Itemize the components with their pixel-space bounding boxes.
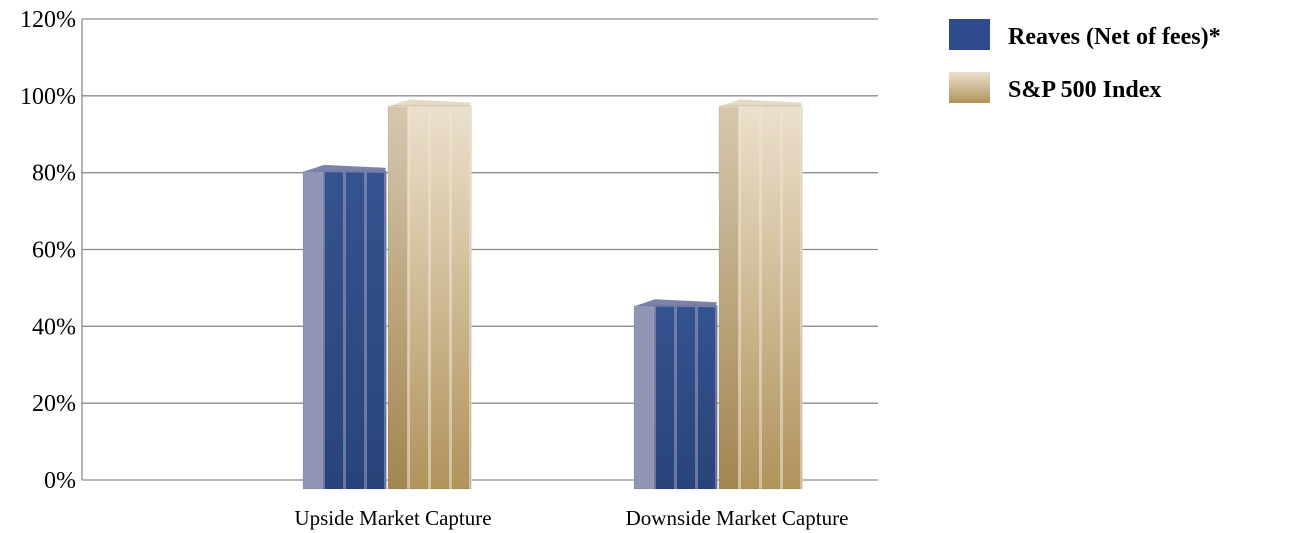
y-tick-label: 60%	[32, 238, 76, 264]
legend: Reaves (Net of fees)* S&P 500 Index	[949, 19, 1221, 103]
legend-swatch	[949, 19, 990, 50]
legend-label: Reaves (Net of fees)*	[1008, 24, 1221, 50]
legend-swatch	[949, 72, 990, 103]
bar-reaves-downside	[633, 299, 718, 490]
legend-label: S&P 500 Index	[1008, 77, 1161, 103]
y-tick-label: 120%	[20, 7, 76, 33]
y-tick-label: 100%	[20, 84, 76, 110]
y-tick-label: 0%	[44, 468, 76, 494]
bar-sp500-downside	[718, 99, 803, 490]
gridlines	[81, 18, 878, 481]
x-category-label: Upside Market Capture	[294, 506, 491, 530]
y-tick-label: 80%	[32, 161, 76, 187]
y-tick-label: 40%	[32, 314, 76, 340]
bar-sp500-upside	[387, 99, 472, 490]
x-axis-categories: Upside Market Capture Downside Market Cap…	[294, 506, 848, 530]
y-tick-label: 20%	[32, 391, 76, 417]
bar-reaves-upside	[302, 164, 387, 490]
y-axis-ticks: 0% 20% 40% 60% 80% 100% 120%	[20, 7, 76, 494]
x-category-label: Downside Market Capture	[626, 506, 849, 530]
bars	[302, 99, 803, 490]
